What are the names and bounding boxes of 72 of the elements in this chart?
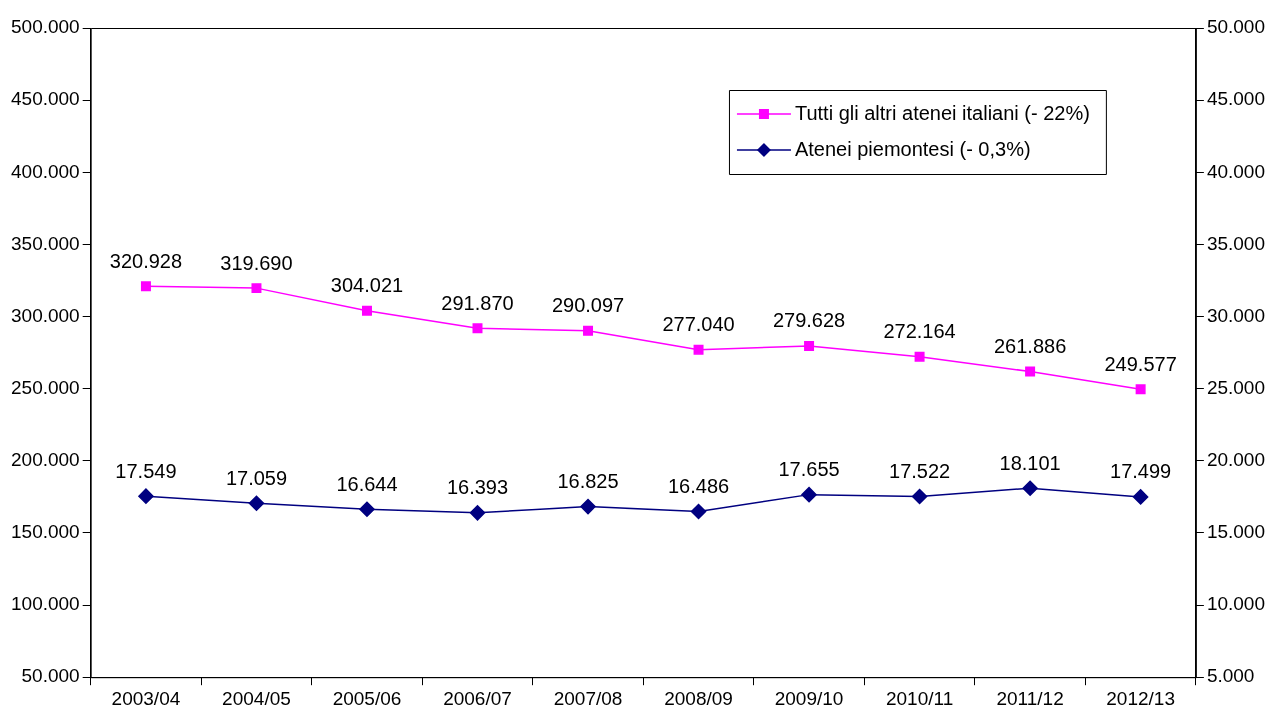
x-tick-label: 2009/10 [774, 687, 844, 709]
x-tick-label: 2007/08 [553, 687, 623, 709]
data-label: 17.499 [1110, 460, 1172, 483]
y2-tick-label: 10.000 [1206, 593, 1266, 615]
x-tick-label: 2004/05 [222, 687, 291, 709]
data-label: 16.393 [446, 476, 509, 499]
point [1135, 384, 1146, 395]
point [804, 340, 815, 351]
y-tick-label: 100.000 [10, 593, 80, 615]
data-label: 261.886 [993, 335, 1067, 358]
data-label: 16.486 [667, 475, 730, 498]
data-label: 290.097 [551, 294, 625, 317]
y2-tick-label: 30.000 [1206, 304, 1266, 326]
point [251, 283, 262, 294]
data-label: 272.164 [883, 320, 956, 343]
point [1025, 366, 1036, 377]
legend-label: Atenei piemontesi (- 0,3%) [794, 137, 1031, 160]
point [911, 488, 928, 505]
data-label: 18.101 [999, 451, 1061, 474]
data-label: 291.870 [441, 291, 514, 314]
data-label: 17.522 [889, 460, 951, 483]
y2-tick-label: 35.000 [1206, 232, 1266, 254]
y-tick-label: 50.000 [21, 665, 80, 687]
y2-tick-label: 50.000 [1206, 16, 1266, 38]
point [469, 505, 486, 521]
point [1132, 489, 1149, 505]
x-tick-label: 2010/11 [885, 687, 954, 709]
data-label: 277.040 [662, 313, 735, 336]
x-tick-label: 2012/13 [1106, 687, 1175, 709]
point [472, 323, 483, 334]
x-tick-label: 2011/12 [996, 687, 1064, 709]
data-label: 304.021 [330, 274, 404, 297]
point [693, 344, 704, 355]
data-label: 320.928 [109, 249, 183, 272]
y-tick-label: 200.000 [10, 449, 80, 471]
y-tick-label: 350.000 [10, 232, 80, 254]
y2-tick-label: 45.000 [1206, 88, 1266, 110]
point [361, 305, 372, 316]
data-label: 17.549 [115, 459, 177, 482]
y2-tick-label: 25.000 [1206, 376, 1266, 398]
y-tick-label: 150.000 [10, 521, 80, 543]
data-label: 17.059 [225, 466, 288, 489]
point [248, 495, 265, 511]
point [580, 498, 596, 515]
y2-tick-label: 15.000 [1206, 521, 1266, 543]
y-tick-label: 400.000 [10, 160, 80, 182]
data-label: 16.644 [336, 472, 398, 495]
y-tick-label: 300.000 [10, 304, 80, 326]
point [801, 486, 817, 503]
y2-tick-label: 40.000 [1206, 160, 1266, 182]
point [690, 503, 707, 520]
point [1022, 480, 1038, 496]
x-tick-label: 2003/04 [111, 687, 181, 709]
y-tick-label: 250.000 [10, 376, 80, 398]
y-tick-label: 500.000 [10, 16, 80, 38]
point [140, 281, 151, 292]
data-label: 319.690 [220, 251, 293, 274]
x-tick-label: 2006/07 [443, 687, 512, 709]
point [914, 351, 925, 362]
data-label: 279.628 [772, 309, 846, 332]
y2-tick-label: 5.000 [1206, 665, 1255, 687]
data-label: 16.825 [557, 470, 619, 493]
x-tick-label: 2008/09 [664, 687, 733, 709]
legend-label: Tutti gli altri atenei italiani (- 22%) [794, 101, 1090, 124]
point [359, 501, 375, 517]
y-tick-label: 450.000 [10, 88, 80, 110]
y2-tick-label: 20.000 [1206, 449, 1266, 471]
data-label: 249.577 [1104, 352, 1177, 375]
point [583, 325, 594, 336]
point [138, 488, 154, 504]
x-tick-label: 2005/06 [332, 687, 402, 709]
data-label: 17.655 [778, 458, 840, 481]
